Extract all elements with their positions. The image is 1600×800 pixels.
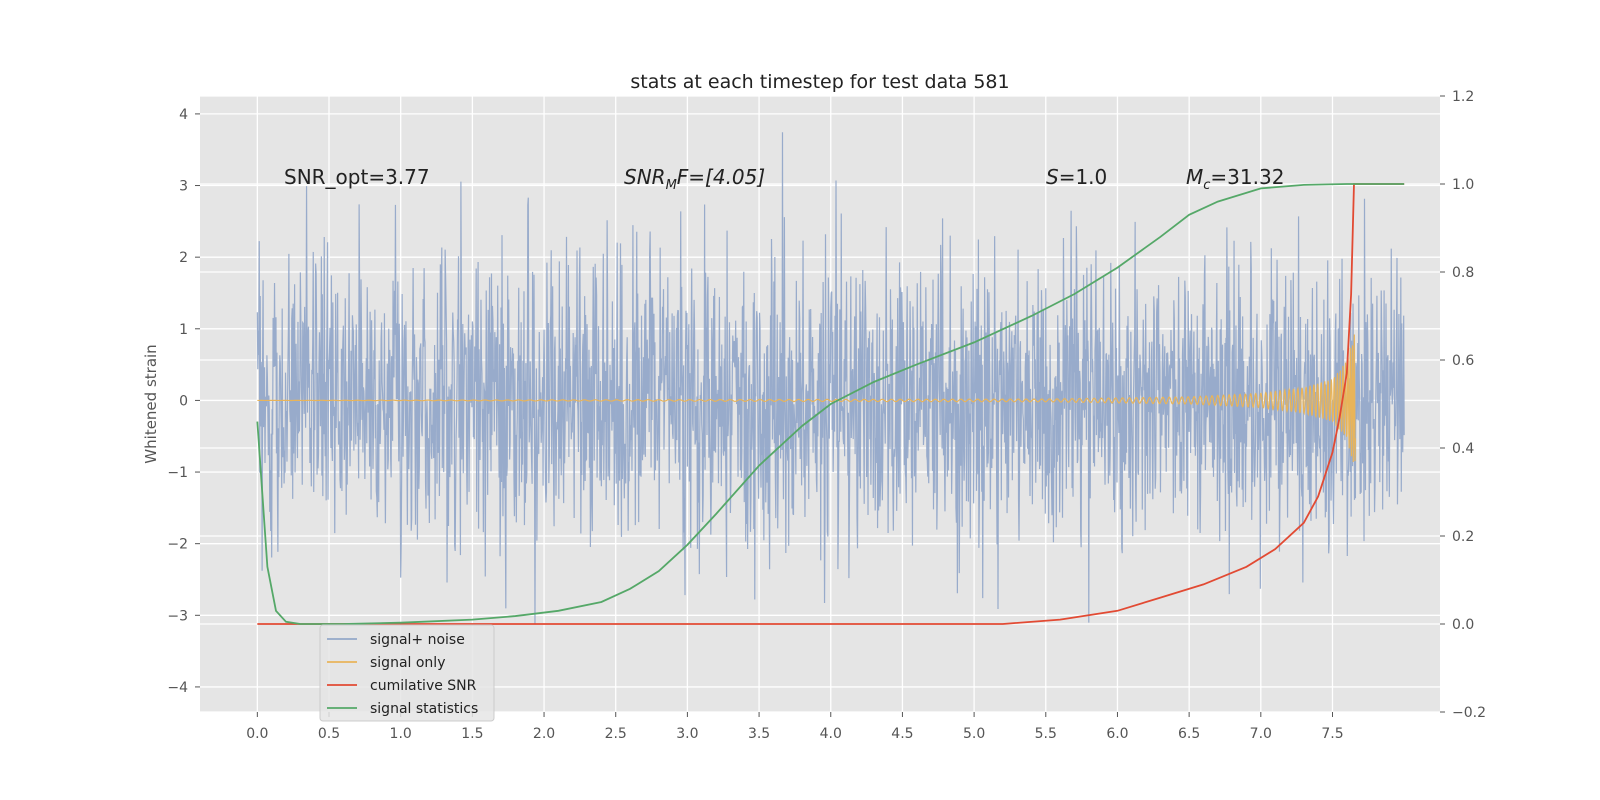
- series-signal-plus-noise: [256, 132, 1405, 625]
- signal-plus-noise-line: [256, 132, 1405, 625]
- annotation-snr-mf: SNRMF=[4.05]: [624, 165, 765, 193]
- y-tick-label: −3: [167, 608, 188, 624]
- annotation-snr-opt: SNR_opt=3.77: [284, 165, 430, 189]
- x-tick-label: 2.0: [533, 726, 555, 742]
- x-tick-label: 3.0: [676, 726, 698, 742]
- x-tick-label: 6.0: [1106, 726, 1128, 742]
- y2-tick-label: 0.8: [1452, 265, 1474, 281]
- annotation-snr-mf-value: F=[4.05]: [677, 165, 765, 189]
- y2-tick-label: 1.2: [1452, 89, 1474, 105]
- series-signal-statistics: [256, 183, 1405, 625]
- legend-box: [319, 624, 495, 722]
- x-tick-label: 4.0: [820, 726, 842, 742]
- y-tick-label: 3: [179, 179, 188, 195]
- cumilative-snr-line: [257, 183, 1405, 625]
- annotation-mc: Mc=31.32: [1186, 165, 1284, 193]
- x-tick-label: 7.0: [1250, 726, 1272, 742]
- y-tick-label: 0: [179, 393, 188, 409]
- legend-label-signal-plus-noise: signal+ noise: [370, 632, 465, 648]
- y2-tick-label: 0.4: [1452, 441, 1474, 457]
- y2-tick-label: 1.0: [1452, 177, 1474, 193]
- annotation-s: S=1.0: [1046, 165, 1107, 189]
- legend: signal+ noise signal only cumilative SNR…: [319, 624, 495, 722]
- x-tick-label: 5.5: [1035, 726, 1057, 742]
- x-tick-label: 4.5: [891, 726, 913, 742]
- annotation-s-value: =1.0: [1059, 165, 1108, 189]
- y-tick-label: −4: [167, 680, 188, 696]
- y2-tick-label: 0.6: [1452, 353, 1474, 369]
- chart-title: stats at each timestep for test data 581: [630, 71, 1009, 93]
- axes: 0.0 0.5 1.0 1.5 2.0 2.5 3.0 3.5 4.0 4.5 5.0 5.5 6.0 6…: [167, 89, 1486, 742]
- legend-label-cumilative-snr: cumilative SNR: [370, 678, 477, 694]
- x-tick-label: 7.5: [1321, 726, 1343, 742]
- y-tick-label: 1: [179, 322, 188, 338]
- annotation-mc-value: =31.32: [1210, 165, 1284, 189]
- x-tick-label: 0.5: [318, 726, 340, 742]
- y-tick-label: −2: [167, 537, 188, 553]
- x-tick-label: 2.5: [605, 726, 627, 742]
- y-tick-label: −1: [167, 465, 188, 481]
- x-tick-label: 1.0: [390, 726, 412, 742]
- y-tick-label: 4: [179, 107, 188, 123]
- x-tick-label: 6.5: [1178, 726, 1200, 742]
- y2-tick-label: 0.0: [1452, 617, 1474, 633]
- x-tick-label: 5.0: [963, 726, 985, 742]
- x-tick-label: 0.0: [246, 726, 268, 742]
- annotation-mc-subscript: c: [1203, 178, 1210, 193]
- signal-only-line: [257, 334, 1357, 463]
- y2-tick-label: −0.2: [1452, 705, 1486, 721]
- y2-tick-label: 0.2: [1452, 529, 1474, 545]
- series-cumilative-snr: [257, 183, 1405, 625]
- annotation-snr-mf-subscript: M: [666, 178, 677, 193]
- annotation-snr-mf-symbol: SNR: [624, 165, 666, 189]
- legend-label-signal-statistics: signal statistics: [370, 701, 478, 717]
- series-signal-only: [257, 334, 1357, 463]
- signal-statistics-line: [256, 183, 1405, 625]
- x-tick-label: 3.5: [748, 726, 770, 742]
- y-tick-label: 2: [179, 250, 188, 266]
- annotation-s-symbol: S: [1046, 165, 1059, 189]
- y-axis-label: Whitened strain: [142, 344, 160, 463]
- legend-label-signal-only: signal only: [370, 655, 445, 671]
- x-tick-label: 1.5: [461, 726, 483, 742]
- annotation-mc-symbol: M: [1186, 165, 1203, 189]
